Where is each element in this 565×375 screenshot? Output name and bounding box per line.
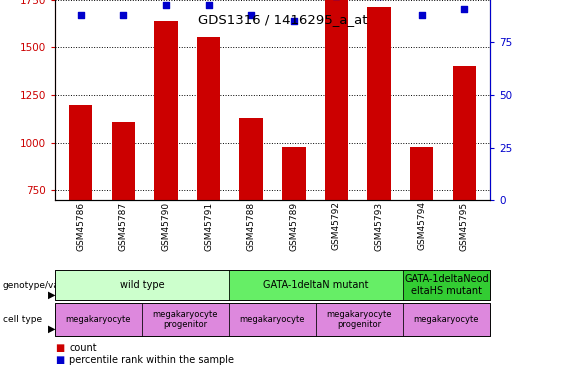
Point — [247, 12, 256, 18]
Point — [460, 6, 469, 12]
Bar — [69, 105, 92, 334]
Bar — [367, 7, 391, 334]
Text: ▶: ▶ — [49, 324, 56, 334]
Text: cell type: cell type — [3, 315, 42, 324]
Text: percentile rank within the sample: percentile rank within the sample — [69, 355, 234, 365]
Bar — [154, 21, 177, 334]
Text: wild type: wild type — [120, 280, 164, 290]
Point — [289, 18, 298, 24]
Bar — [282, 147, 306, 334]
Text: megakaryocyte
progenitor: megakaryocyte progenitor — [327, 310, 392, 329]
Bar — [111, 122, 135, 334]
Point — [162, 2, 171, 8]
Text: count: count — [69, 343, 97, 353]
Bar — [197, 37, 220, 334]
Point — [119, 12, 128, 18]
Text: genotype/variation: genotype/variation — [3, 280, 89, 290]
Bar — [325, 0, 348, 334]
Bar — [240, 118, 263, 334]
Text: megakaryocyte: megakaryocyte — [414, 315, 479, 324]
Point — [204, 2, 213, 8]
Text: megakaryocyte: megakaryocyte — [240, 315, 305, 324]
Point — [76, 12, 85, 18]
Text: GATA-1deltaNeod
eltaHS mutant: GATA-1deltaNeod eltaHS mutant — [404, 274, 489, 296]
Text: megakaryocyte
progenitor: megakaryocyte progenitor — [153, 310, 218, 329]
Text: ■: ■ — [55, 343, 64, 353]
Text: GDS1316 / 1416295_a_at: GDS1316 / 1416295_a_at — [198, 13, 367, 26]
Text: ■: ■ — [55, 355, 64, 365]
Text: megakaryocyte: megakaryocyte — [66, 315, 131, 324]
Bar — [410, 147, 433, 334]
Bar — [453, 66, 476, 334]
Text: ▶: ▶ — [49, 290, 56, 299]
Point — [417, 12, 426, 18]
Text: GATA-1deltaN mutant: GATA-1deltaN mutant — [263, 280, 369, 290]
